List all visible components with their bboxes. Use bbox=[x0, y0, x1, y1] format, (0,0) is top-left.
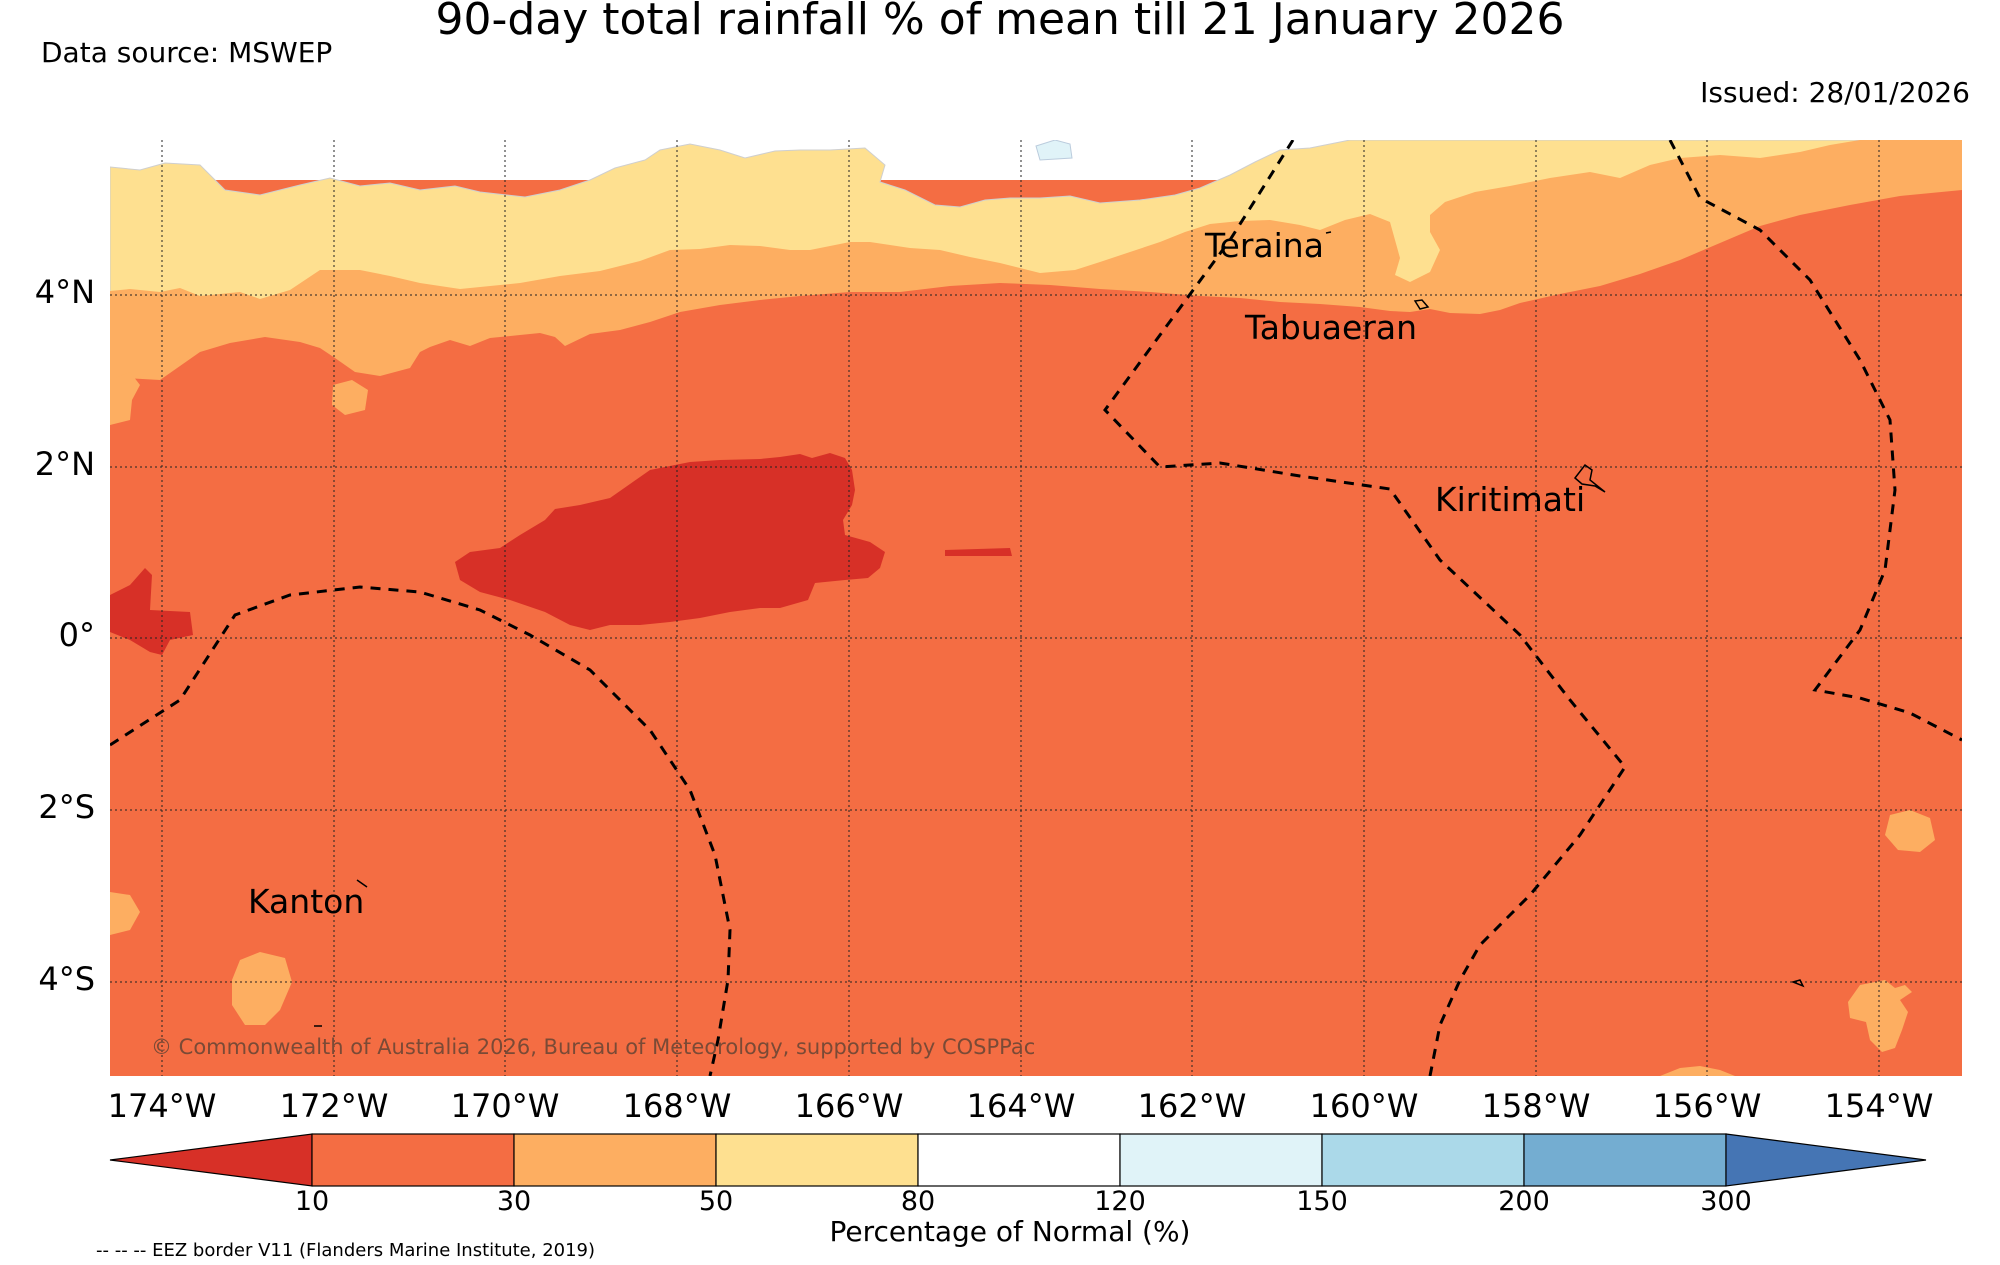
kiritimati-island-icon bbox=[1573, 463, 1606, 493]
eez-phoenix bbox=[110, 585, 732, 1076]
colorbar-tick-30: 30 bbox=[496, 1186, 532, 1217]
colorbar-150-200 bbox=[1321, 1133, 1525, 1187]
map-field bbox=[110, 140, 1962, 1076]
kanton-island-icon bbox=[356, 879, 368, 888]
lon-label-166W: 166°W bbox=[794, 1087, 904, 1125]
colorbar-tick-50: 50 bbox=[698, 1186, 734, 1217]
colorbar-tick-300: 300 bbox=[1700, 1186, 1752, 1217]
label-tabuaeran: Tabuaeran bbox=[1245, 308, 1418, 347]
map-title: 90-day total rainfall % of mean till 21 … bbox=[435, 0, 1565, 45]
colorbar bbox=[109, 1133, 1927, 1187]
lat-label-4N: 4°N bbox=[34, 273, 95, 311]
lon-label-156W: 156°W bbox=[1652, 1087, 1762, 1125]
lon-label-160W: 160°W bbox=[1309, 1087, 1419, 1125]
patch-30-50-sw bbox=[232, 952, 292, 1025]
colorbar-120-150 bbox=[1119, 1133, 1323, 1187]
lon-label-162W: 162°W bbox=[1137, 1087, 1247, 1125]
copyright-notice: © Commonwealth of Australia 2026, Bureau… bbox=[151, 1035, 1036, 1059]
label-teraina: Teraina bbox=[1205, 226, 1324, 265]
colorbar-tick-150: 150 bbox=[1296, 1186, 1348, 1217]
colorbar-below-10 bbox=[109, 1133, 313, 1187]
lat-label-2N: 2°N bbox=[34, 445, 95, 483]
patch-30-50-se bbox=[1848, 980, 1912, 1052]
lat-label-2S: 2°S bbox=[38, 788, 95, 826]
label-kanton: Kanton bbox=[248, 882, 365, 921]
patch-30-50-bottom bbox=[1660, 1066, 1735, 1076]
graticule bbox=[110, 140, 1962, 1076]
lon-label-168W: 168°W bbox=[622, 1087, 732, 1125]
small-island-e-icon bbox=[1790, 979, 1805, 988]
eez-note: -- -- -- EEZ border V11 (Flanders Marine… bbox=[96, 1240, 596, 1261]
lon-label-170W: 170°W bbox=[450, 1087, 560, 1125]
islands bbox=[314, 231, 1805, 1027]
lon-label-154W: 154°W bbox=[1824, 1087, 1934, 1125]
lon-label-174W: 174°W bbox=[107, 1087, 217, 1125]
colorbar-tick-80: 80 bbox=[900, 1186, 936, 1217]
colorbar-title: Percentage of Normal (%) bbox=[829, 1215, 1191, 1248]
patch-30-50-west bbox=[110, 372, 140, 425]
patch-120-150 bbox=[1035, 140, 1073, 161]
eez-borders bbox=[110, 140, 1962, 1076]
patch-below-10-west bbox=[110, 568, 193, 655]
patch-below-10-thin bbox=[945, 548, 1012, 556]
teraina-island-icon bbox=[1325, 231, 1332, 234]
lat-label-4S: 4°S bbox=[38, 960, 95, 998]
colorbar-10-30 bbox=[311, 1133, 515, 1187]
colorbar-tick-200: 200 bbox=[1498, 1186, 1550, 1217]
colorbar-30-50 bbox=[513, 1133, 717, 1187]
lat-label-0: 0° bbox=[58, 616, 95, 654]
colorbar-above-300 bbox=[1725, 1133, 1927, 1187]
field-10-30-upper bbox=[110, 190, 1962, 1076]
lon-label-158W: 158°W bbox=[1481, 1087, 1591, 1125]
tabuaeran-island-icon bbox=[1413, 299, 1430, 310]
label-kiritimati: Kiritimati bbox=[1435, 480, 1586, 519]
patch-below-10-central bbox=[455, 453, 885, 630]
lon-label-172W: 172°W bbox=[279, 1087, 389, 1125]
colorbar-200-300 bbox=[1523, 1133, 1727, 1187]
patch-30-50-w bbox=[110, 892, 140, 935]
colorbar-tick-10: 10 bbox=[294, 1186, 330, 1217]
colorbar-80-120 bbox=[917, 1133, 1121, 1187]
eez-east bbox=[1668, 140, 1962, 742]
patch-30-50-e bbox=[1885, 810, 1935, 852]
issued-date: Issued: 28/01/2026 bbox=[1700, 76, 1970, 109]
data-source: Data source: MSWEP bbox=[41, 36, 333, 69]
eez-line-islands bbox=[1103, 140, 1627, 1076]
lon-label-164W: 164°W bbox=[966, 1087, 1076, 1125]
patch-30-50-small bbox=[332, 380, 368, 415]
colorbar-50-80 bbox=[715, 1133, 919, 1187]
colorbar-tick-120: 120 bbox=[1094, 1186, 1146, 1217]
